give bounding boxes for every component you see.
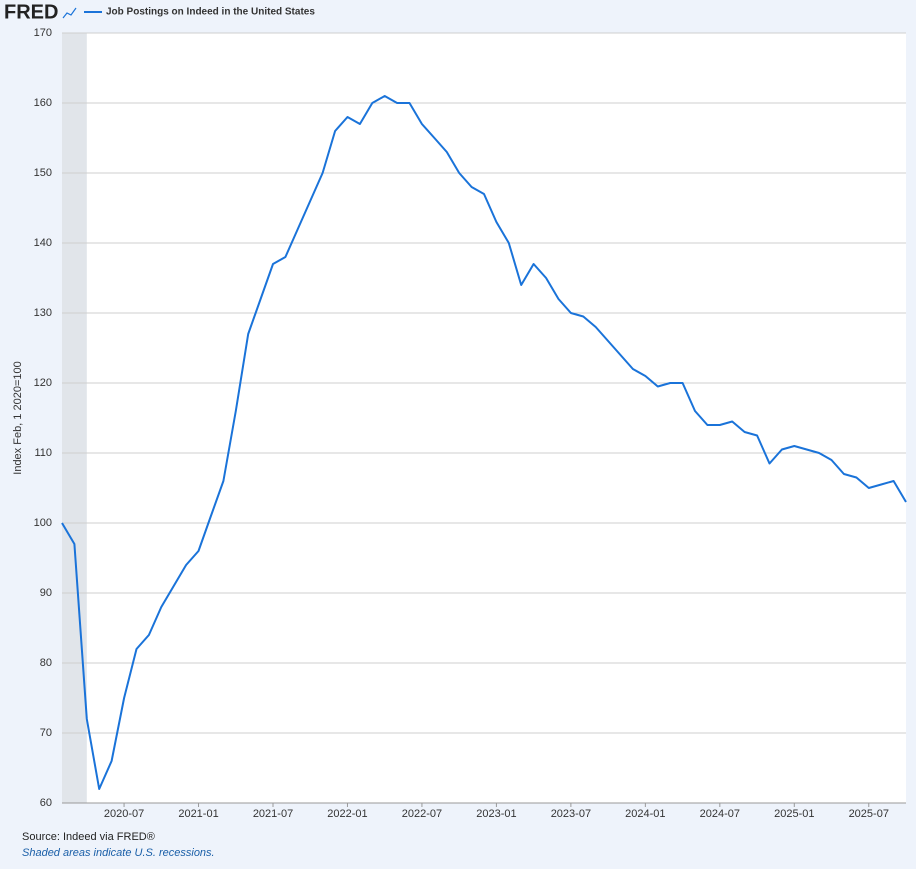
source: Source: Indeed via FRED®: [22, 831, 155, 843]
y-tick-label: 130: [34, 307, 52, 319]
y-tick-label: 160: [34, 97, 52, 109]
y-tick-label: 120: [34, 377, 52, 389]
x-tick-label: 2023-07: [551, 808, 591, 820]
plot-area: [62, 33, 906, 803]
x-tick-label: 2024-01: [625, 808, 665, 820]
x-tick-label: 2025-07: [849, 808, 889, 820]
legend-label: Job Postings on Indeed in the United Sta…: [106, 7, 315, 18]
x-tick-label: 2023-01: [476, 808, 516, 820]
y-tick-label: 110: [34, 447, 52, 459]
y-tick-label: 80: [40, 657, 52, 669]
data-line: [61, 95, 907, 790]
logo: FRED: [4, 1, 58, 23]
y-tick-label: 170: [34, 27, 52, 39]
y-tick-label: 60: [40, 797, 52, 809]
x-tick-label: 2022-07: [402, 808, 442, 820]
x-tick-label: 2025-01: [774, 808, 814, 820]
y-axis-label: Index Feb, 1 2020=100: [12, 361, 24, 474]
x-tick-label: 2022-01: [327, 808, 367, 820]
y-tick-label: 140: [34, 237, 52, 249]
x-tick-label: 2021-07: [253, 808, 293, 820]
recession-shade: [62, 33, 87, 803]
x-tick-label: 2021-01: [178, 808, 218, 820]
y-tick-label: 90: [40, 587, 52, 599]
y-tick-label: 70: [40, 727, 52, 739]
logo-icon: [62, 7, 77, 19]
x-tick-label: 2024-07: [700, 808, 740, 820]
y-tick-label: 150: [34, 167, 52, 179]
x-tick-label: 2020-07: [104, 808, 144, 820]
note: Shaded areas indicate U.S. recessions.: [22, 847, 215, 859]
y-tick-label: 100: [34, 517, 52, 529]
